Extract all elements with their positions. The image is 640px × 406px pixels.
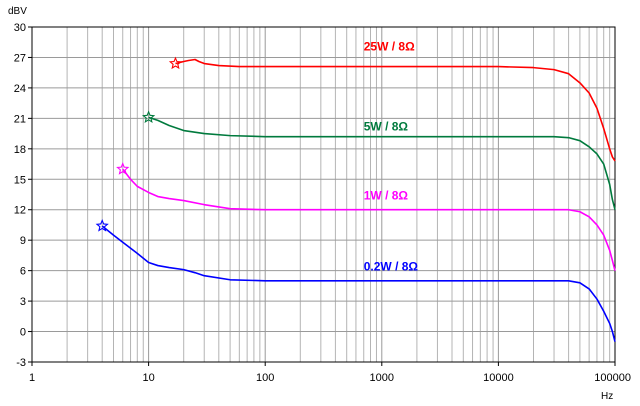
series-start-star-marker xyxy=(116,162,130,175)
y-tick-label: 24 xyxy=(14,83,26,95)
y-tick-label: 3 xyxy=(20,296,26,308)
y-tick-label: 15 xyxy=(14,174,26,186)
y-tick-label: 27 xyxy=(14,52,26,64)
series-labels: 25W / 8Ω 5W / 8Ω 1W / 8Ω 0.2W / 8Ω xyxy=(364,39,419,273)
series-start-star-marker xyxy=(168,56,183,70)
series-label: 5W / 8Ω xyxy=(364,120,409,134)
series-label: 0.2W / 8Ω xyxy=(364,260,419,274)
x-tick-label: 1000 xyxy=(370,372,394,384)
y-tick-label: -3 xyxy=(16,357,26,369)
axis-ticks: -3 0 3 6 9 12 15 18 21 24 27 30 1 10 100 1000 10000 10000… xyxy=(14,22,631,384)
x-tick-label: 10000 xyxy=(483,372,514,384)
grid xyxy=(31,26,615,363)
series-start-star-marker xyxy=(142,110,156,123)
y-tick-label: 12 xyxy=(14,205,26,217)
y-tick-label: 21 xyxy=(14,113,26,125)
series-label: 1W / 8Ω xyxy=(364,189,409,203)
series-start-star-marker xyxy=(95,219,109,232)
y-tick-label: 6 xyxy=(20,266,26,278)
x-tick-label: 1 xyxy=(29,372,35,384)
series-line xyxy=(101,225,616,342)
series-line xyxy=(122,168,616,271)
series-lines xyxy=(95,56,616,342)
series-line xyxy=(175,58,616,162)
y-axis-unit-label: dBV xyxy=(8,6,27,17)
x-tick-label: 10 xyxy=(142,372,154,384)
x-axis-unit-label: Hz xyxy=(601,391,613,402)
series-line xyxy=(148,116,616,210)
y-tick-label: 30 xyxy=(14,22,26,34)
y-tick-label: 9 xyxy=(20,235,26,247)
y-tick-label: 0 xyxy=(20,327,26,339)
x-tick-label: 100 xyxy=(256,372,274,384)
series-label: 25W / 8Ω xyxy=(364,39,415,53)
x-tick-label: 100000 xyxy=(594,372,631,384)
plot-frame xyxy=(31,26,616,363)
y-tick-label: 18 xyxy=(14,144,26,156)
